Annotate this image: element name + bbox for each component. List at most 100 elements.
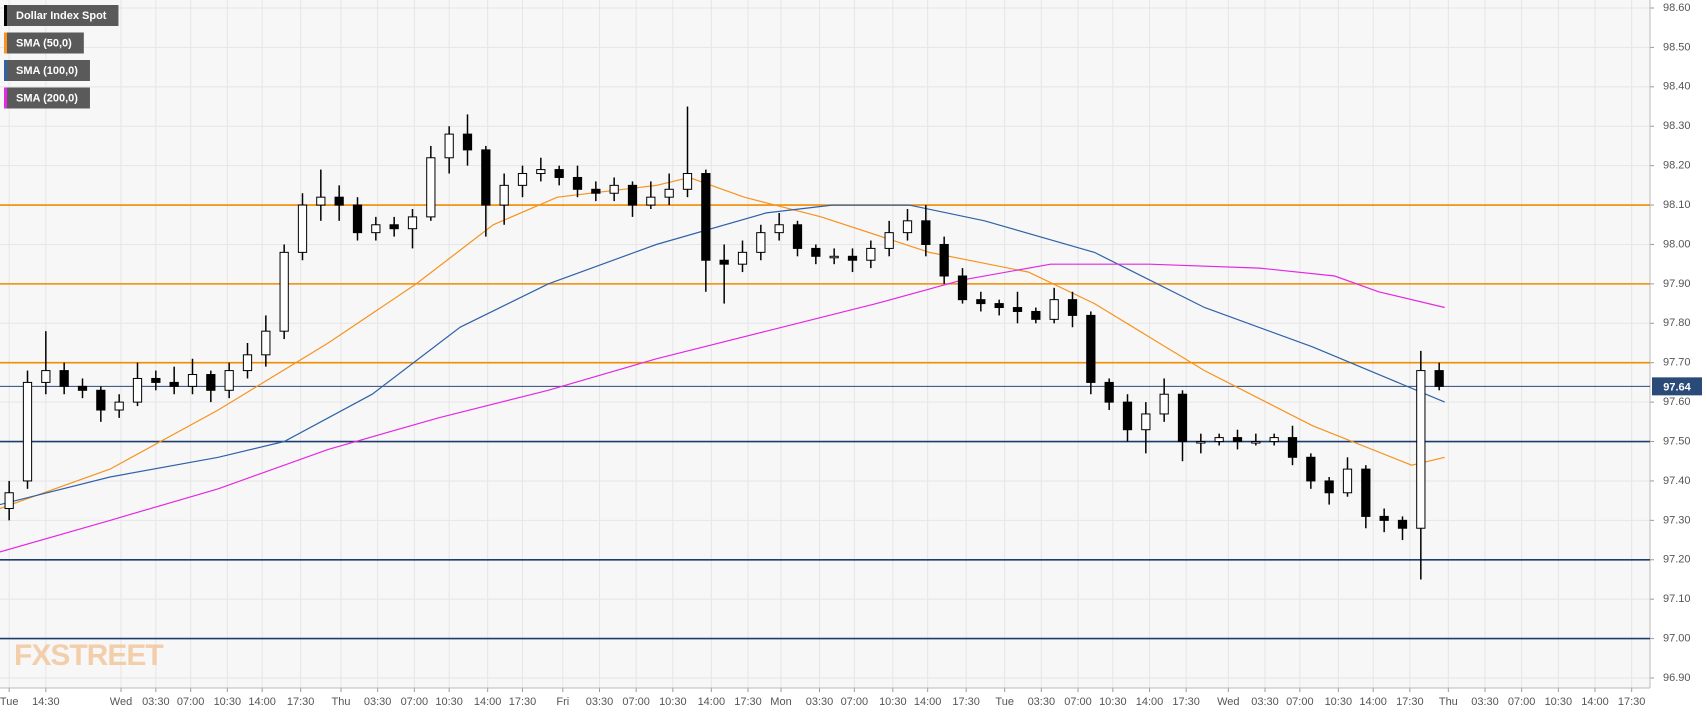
candle-body xyxy=(646,196,656,206)
candle-body xyxy=(1196,441,1206,444)
candle-body xyxy=(737,251,748,265)
candle-body xyxy=(169,381,179,387)
candle-body xyxy=(334,196,344,206)
y-tick-label: 98.50 xyxy=(1663,41,1691,53)
candle-body xyxy=(1141,413,1151,431)
candle-body xyxy=(1269,437,1279,443)
legend-item: SMA (200,0) xyxy=(4,87,90,109)
candle-body xyxy=(1031,310,1041,320)
x-tick-label: 10:30 xyxy=(435,696,463,708)
x-tick-label: 03:30 xyxy=(1471,696,1499,708)
candle-body xyxy=(1012,307,1023,312)
y-tick-label: 98.30 xyxy=(1663,120,1691,132)
candle-body xyxy=(96,389,106,411)
x-tick-label: 07:00 xyxy=(177,696,205,708)
x-tick-label: 10:30 xyxy=(1545,696,1573,708)
x-tick-label: 14:00 xyxy=(698,696,726,708)
sma-line xyxy=(0,176,1445,510)
candle-body xyxy=(921,220,931,245)
y-tick-label: 98.10 xyxy=(1663,199,1691,211)
x-tick-label: 14:00 xyxy=(1581,696,1609,708)
x-tick-label: 17:30 xyxy=(1172,696,1200,708)
candle-body xyxy=(426,157,436,218)
candle-body xyxy=(444,133,454,159)
candle-body xyxy=(774,224,784,234)
x-tick-label: Mon xyxy=(770,696,791,708)
x-tick-label: 17:30 xyxy=(734,696,762,708)
candle-body xyxy=(1049,299,1059,320)
candle-body xyxy=(719,259,729,265)
candle-body xyxy=(1159,393,1169,415)
candle-body xyxy=(114,401,124,411)
candle-body xyxy=(1416,370,1426,529)
y-tick-label: 98.20 xyxy=(1663,160,1691,172)
candle-body xyxy=(682,173,693,190)
candle-body xyxy=(994,303,1004,309)
candle-body xyxy=(572,176,583,190)
x-tick-label: 17:30 xyxy=(1396,696,1424,708)
x-tick-label: Thu xyxy=(332,696,351,708)
x-tick-label: 14:00 xyxy=(1136,696,1164,708)
x-tick-label: 14:30 xyxy=(32,696,60,708)
y-tick-label: 97.40 xyxy=(1663,475,1691,487)
x-tick-label: 17:30 xyxy=(1618,696,1646,708)
candle-body xyxy=(151,377,161,383)
candle-body xyxy=(847,255,858,261)
candle-body xyxy=(187,374,198,387)
candle-body xyxy=(811,247,821,257)
candle-body xyxy=(792,224,803,249)
x-tick-label: Tue xyxy=(0,696,18,708)
candle-body xyxy=(389,224,399,230)
x-tick-label: 10:30 xyxy=(214,696,242,708)
candle-body xyxy=(1232,437,1243,443)
candle-body xyxy=(1214,437,1224,443)
legend-box xyxy=(4,87,90,109)
candle-body xyxy=(462,133,473,151)
candle-body xyxy=(407,216,418,230)
candle-body xyxy=(1177,393,1188,443)
y-tick-label: 98.00 xyxy=(1663,238,1691,250)
candle-body xyxy=(976,299,986,305)
candle-body xyxy=(1434,370,1444,387)
candle-body xyxy=(1324,480,1334,494)
legend-item: Dollar Index Spot xyxy=(4,5,119,26)
last-price-label: 97.64 xyxy=(1663,381,1691,393)
candle-body xyxy=(41,370,51,383)
candle-body xyxy=(1379,515,1389,521)
legend-text: Dollar Index Spot xyxy=(16,10,107,22)
y-tick-label: 98.40 xyxy=(1663,81,1691,93)
y-tick-label: 97.90 xyxy=(1663,278,1691,290)
x-tick-label: 14:00 xyxy=(474,696,502,708)
candle-body xyxy=(957,275,968,301)
x-tick-label: 03:30 xyxy=(806,696,834,708)
candle-body xyxy=(242,354,253,372)
candle-body xyxy=(884,232,894,249)
candle-body xyxy=(591,188,601,194)
legend-swatch xyxy=(4,60,7,81)
candle-body xyxy=(1361,468,1371,517)
candle-body xyxy=(1122,401,1133,431)
legend-item: SMA (50,0) xyxy=(4,32,84,54)
y-tick-label: 97.20 xyxy=(1663,554,1691,566)
candle-body xyxy=(279,251,289,332)
candle-body xyxy=(554,169,564,178)
x-tick-label: 07:00 xyxy=(622,696,650,708)
candle-body xyxy=(609,184,619,194)
candle-body xyxy=(627,184,638,206)
candle-body xyxy=(902,220,913,234)
candle-body xyxy=(1251,441,1261,444)
candle-body xyxy=(4,492,14,510)
watermark: FXSTREET xyxy=(14,639,163,672)
x-tick-label: 07:00 xyxy=(401,696,429,708)
candle-body xyxy=(1397,519,1408,529)
x-tick-label: 17:30 xyxy=(509,696,537,708)
x-tick-label: Tue xyxy=(995,696,1014,708)
legend-text: SMA (50,0) xyxy=(16,37,72,49)
x-tick-label: 07:00 xyxy=(841,696,869,708)
plot-background xyxy=(0,0,1650,688)
legend-box xyxy=(4,60,90,81)
candle-body xyxy=(59,370,69,387)
x-tick-label: 17:30 xyxy=(287,696,315,708)
x-tick-label: 14:00 xyxy=(914,696,942,708)
